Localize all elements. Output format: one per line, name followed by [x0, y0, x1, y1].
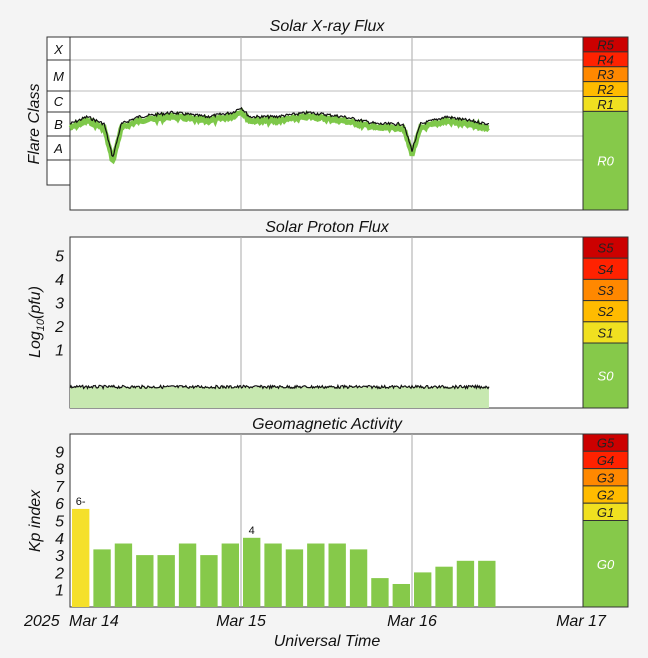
kp-bar-label: 6- — [76, 496, 86, 508]
scale-label: G4 — [597, 453, 614, 468]
kp-bars: 6- 4 — [72, 496, 496, 607]
kp-bar — [200, 555, 218, 607]
scale-label: S4 — [598, 262, 614, 277]
scale-cell — [582, 520, 629, 608]
proton-ylabel: Log10(pfu) — [27, 286, 47, 358]
scale-label: G2 — [597, 488, 615, 503]
xray-flux-line — [68, 106, 490, 165]
proton-ytick: 2 — [54, 319, 64, 336]
kp-title: Geomagnetic Activity — [252, 416, 403, 433]
x-tick-label: Mar 17 — [556, 613, 607, 630]
kp-bar — [221, 543, 239, 607]
kp-grid — [240, 434, 413, 607]
kp-bar — [435, 566, 453, 607]
geomagnetic-storm-scale: G5 G4 G3 G2 G1 G0 — [582, 433, 629, 608]
kp-bar — [114, 543, 133, 607]
kp-bar — [93, 549, 111, 607]
scale-label: R3 — [597, 67, 614, 82]
kp-ytick: 9 — [55, 444, 64, 461]
x-tick-label: Mar 16 — [387, 613, 437, 630]
kp-bar — [72, 508, 90, 607]
kp-ytick: 1 — [55, 583, 64, 600]
proton-ytick: 3 — [55, 296, 64, 313]
proton-ylabel-tail: (pfu) — [27, 286, 44, 319]
kp-plot-area — [69, 433, 584, 608]
kp-bar — [371, 578, 389, 607]
scale-label: G1 — [597, 505, 614, 520]
scale-label: S3 — [598, 283, 615, 298]
scale-label: S0 — [598, 369, 615, 384]
kp-bar — [328, 543, 346, 607]
proton-ytick: 4 — [55, 272, 64, 289]
xray-short-channel — [69, 106, 490, 158]
kp-bar — [414, 572, 432, 607]
flare-class-label: X — [53, 42, 64, 57]
scale-label: R0 — [597, 154, 614, 169]
kp-bar — [178, 543, 197, 607]
flare-class-label: A — [53, 141, 63, 156]
kp-ytick: 3 — [55, 548, 64, 565]
kp-bar — [285, 549, 304, 607]
flare-class-label: C — [54, 94, 64, 109]
kp-ytick: 7 — [55, 479, 65, 496]
scale-label: S1 — [598, 325, 614, 340]
xray-title: Solar X-ray Flux — [270, 18, 386, 35]
kp-bar — [136, 555, 154, 607]
solar-radiation-scale: S5 S4 S3 S2 S1 S0 — [582, 236, 629, 409]
xray-grid — [70, 37, 583, 210]
proton-ylabel-main: Log — [27, 331, 44, 358]
x-tick-label: Mar 15 — [216, 613, 266, 630]
scale-label: G0 — [597, 557, 615, 572]
proton-title: Solar Proton Flux — [265, 219, 390, 236]
class-box-frame — [46, 36, 71, 186]
kp-bar — [349, 549, 368, 607]
proton-grid — [240, 237, 413, 408]
flare-class-label: M — [53, 69, 64, 84]
kp-ytick: 6 — [55, 496, 64, 513]
scale-label: G3 — [597, 470, 615, 485]
scale-label: R2 — [597, 82, 614, 97]
kp-bar — [243, 537, 261, 607]
proton-flux-line — [69, 383, 490, 408]
proton-ylabel-sub: 10 — [35, 318, 47, 331]
scale-label: R1 — [597, 97, 614, 112]
kp-bar — [264, 543, 282, 607]
kp-ytick: 8 — [55, 462, 64, 479]
scale-label: G5 — [597, 436, 615, 451]
kp-ytick: 2 — [54, 565, 64, 582]
proton-line-path — [69, 383, 490, 391]
kp-ytick: 4 — [55, 531, 64, 548]
x-year-label: 2025 — [23, 613, 60, 630]
proton-yticks: 1 2 3 4 5 — [54, 249, 64, 360]
proton-ytick: 5 — [55, 249, 64, 266]
kp-bar — [456, 560, 475, 607]
scale-cell — [582, 110, 629, 211]
x-axis-label: Universal Time — [274, 633, 381, 650]
flare-class-label: B — [54, 117, 63, 132]
x-tick-labels: Mar 14 Mar 15 Mar 16 Mar 17 — [69, 613, 607, 630]
scale-cell — [582, 342, 629, 409]
kp-bar — [392, 583, 410, 607]
kp-bar — [478, 560, 496, 607]
kp-bar — [157, 555, 175, 607]
scale-label: S2 — [598, 304, 615, 319]
proton-ytick: 1 — [55, 342, 64, 359]
scale-label: S5 — [598, 241, 615, 256]
xray-long-channel — [68, 107, 490, 165]
scale-label: R4 — [597, 52, 614, 67]
kp-bar-label: 4 — [249, 525, 255, 537]
kp-ylabel: Kp index — [27, 489, 44, 552]
xray-ylabel: Flare Class — [26, 84, 43, 165]
kp-bar — [307, 543, 325, 607]
kp-ytick: 5 — [55, 514, 64, 531]
proton-plot-area — [69, 236, 584, 409]
x-tick-label: Mar 14 — [69, 613, 119, 630]
scale-label: R5 — [597, 37, 614, 52]
proton-fill — [70, 386, 489, 408]
